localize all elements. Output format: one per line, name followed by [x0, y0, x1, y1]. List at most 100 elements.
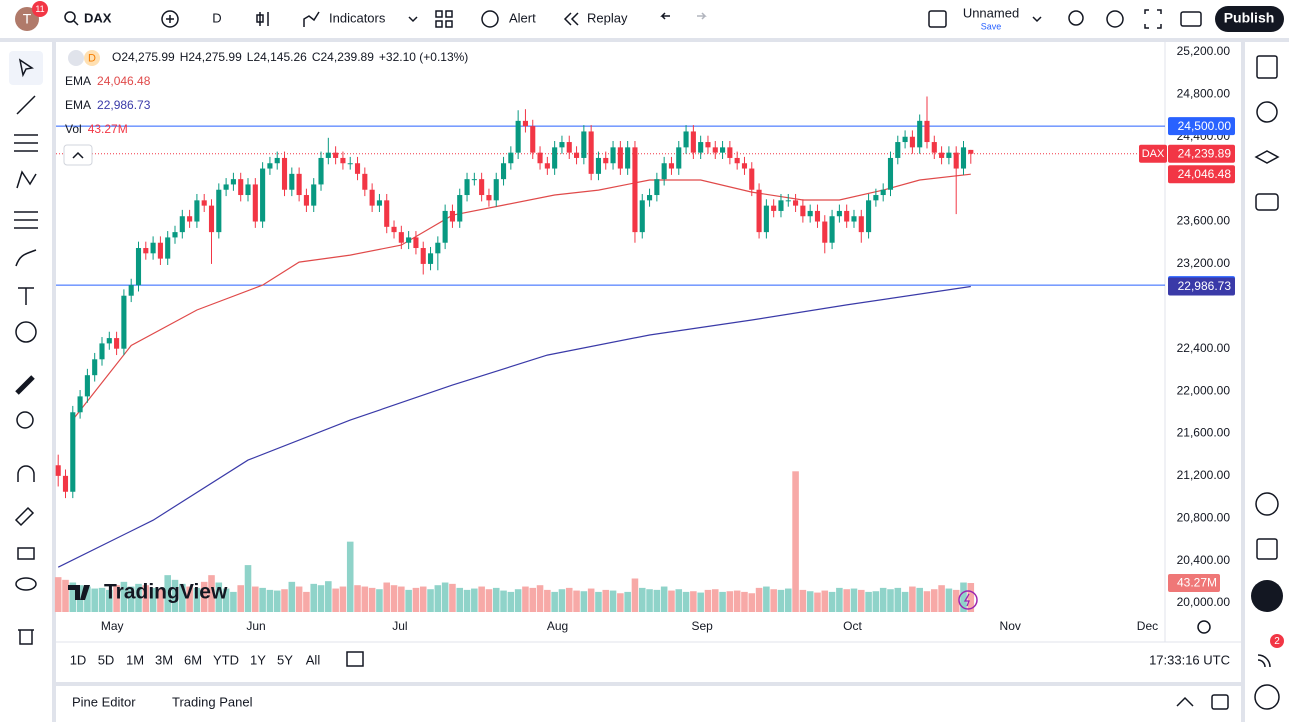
fullscreen-icon[interactable]	[1144, 9, 1162, 29]
publish-button[interactable]	[1215, 6, 1284, 32]
range-button[interactable]: 6M	[184, 652, 202, 667]
price-tag-label: 24,500.00	[1178, 119, 1232, 133]
range-button[interactable]: All	[306, 652, 321, 667]
ideas-icon[interactable]	[1255, 492, 1279, 516]
cursor-tool[interactable]	[18, 58, 34, 78]
volume-bar	[865, 591, 872, 612]
symbol[interactable]: DAX	[84, 10, 112, 25]
candle-body	[939, 152, 945, 158]
layout-caret[interactable]	[1032, 16, 1042, 23]
y-tick-label: 23,600.00	[1177, 214, 1231, 228]
lock-tool[interactable]	[17, 547, 35, 560]
chart-panel	[56, 42, 1241, 682]
vol-legend: Vol 43.27M	[65, 122, 128, 136]
volume-bars	[54, 471, 975, 612]
watchlist-icon[interactable]	[1256, 55, 1278, 79]
range-button[interactable]: 3M	[155, 652, 173, 667]
range-button[interactable]: 1Y	[250, 652, 266, 667]
candle-body	[917, 120, 923, 148]
legend-close: C24,239.89	[312, 50, 374, 64]
templates-icon[interactable]	[435, 10, 443, 18]
redo-icon[interactable]	[697, 12, 707, 20]
add-symbol-icon[interactable]	[161, 10, 179, 28]
volume-bar	[244, 565, 252, 612]
hide-tool[interactable]	[15, 577, 37, 591]
candle-body	[303, 195, 309, 206]
indicators-icon[interactable]	[303, 11, 320, 27]
range-button[interactable]: 1D	[70, 652, 87, 667]
zoom-tool[interactable]	[16, 411, 34, 429]
collapse-legend-button[interactable]	[63, 144, 93, 166]
indicators-button[interactable]: Indicators	[329, 10, 386, 25]
replay-button[interactable]: Replay	[587, 10, 628, 25]
tab[interactable]: Trading Panel	[172, 694, 253, 709]
candle-body	[384, 200, 390, 227]
alert-icon[interactable]	[481, 10, 499, 28]
calendar-icon[interactable]	[1256, 538, 1278, 560]
candle-body	[727, 147, 733, 158]
layout-icon[interactable]	[928, 10, 947, 28]
settings-icon[interactable]	[1106, 10, 1124, 28]
magnet-tool[interactable]	[17, 465, 35, 482]
volume-bar	[295, 586, 303, 612]
range-button[interactable]: 5D	[98, 652, 115, 667]
undo-icon[interactable]	[660, 12, 670, 20]
volume-bar	[792, 471, 799, 612]
lightning-icon[interactable]	[958, 590, 978, 610]
candle-body	[829, 216, 835, 243]
trash-tool[interactable]	[18, 629, 34, 645]
brush-tool[interactable]	[15, 249, 37, 267]
volume-bar	[784, 588, 792, 612]
price-tag	[1168, 117, 1235, 136]
indicators-caret[interactable]	[408, 16, 418, 23]
y-tick-label: 21,200.00	[1177, 468, 1231, 482]
more-apps-icon[interactable]	[1251, 580, 1283, 612]
candle-body	[778, 200, 784, 211]
data-window-icon[interactable]	[1254, 150, 1280, 164]
search-icon[interactable]	[64, 11, 76, 23]
candle-body	[581, 131, 587, 158]
quick-search-icon[interactable]	[1068, 10, 1084, 26]
interval[interactable]: D	[212, 10, 221, 25]
ruler-tool[interactable]	[15, 375, 35, 395]
emoji-tool[interactable]	[15, 321, 37, 343]
volume-bar	[558, 589, 566, 612]
alerts-icon[interactable]	[1256, 101, 1278, 123]
volume-bar	[580, 591, 588, 612]
trendline-tool[interactable]	[16, 95, 36, 115]
tab[interactable]: Pine Editor	[72, 694, 136, 709]
range-button[interactable]: YTD	[213, 652, 239, 667]
tool-selected[interactable]	[9, 51, 43, 85]
x-tick-label: Jun	[246, 619, 265, 633]
replay-icon[interactable]	[563, 12, 579, 26]
fib-tool[interactable]	[14, 134, 38, 152]
snapshot-icon[interactable]	[1180, 11, 1202, 27]
maximize-panel-icon[interactable]	[1211, 694, 1229, 710]
expand-panel-icon[interactable]	[1176, 696, 1194, 707]
volume-bar	[565, 587, 573, 612]
chats-icon[interactable]	[1255, 193, 1279, 211]
right-toolbar	[1245, 42, 1289, 722]
axis-settings-icon[interactable]	[1197, 620, 1211, 634]
notifications-icon[interactable]	[1257, 654, 1271, 668]
range-button[interactable]: 1M	[126, 652, 144, 667]
candle-body	[420, 248, 426, 264]
candle-body	[427, 253, 434, 264]
bottom-panel	[56, 686, 1241, 722]
lock-draw-tool[interactable]	[14, 506, 35, 527]
help-icon[interactable]	[1254, 684, 1280, 710]
text-tool[interactable]	[18, 287, 34, 305]
candle-body	[647, 195, 653, 201]
volume-bar	[98, 587, 106, 612]
save-label[interactable]: Save	[981, 21, 1002, 31]
pattern-tool[interactable]	[16, 170, 37, 189]
volume-bar	[909, 586, 916, 612]
range-button[interactable]: 5Y	[277, 652, 293, 667]
forecast-tool[interactable]	[14, 211, 38, 229]
avatar[interactable]	[15, 7, 39, 31]
alert-button[interactable]: Alert	[509, 10, 536, 25]
volume-bar	[624, 591, 631, 612]
layout-name[interactable]: Unnamed	[963, 5, 1019, 20]
candle-body	[836, 210, 842, 217]
date-range-icon[interactable]	[346, 651, 364, 667]
